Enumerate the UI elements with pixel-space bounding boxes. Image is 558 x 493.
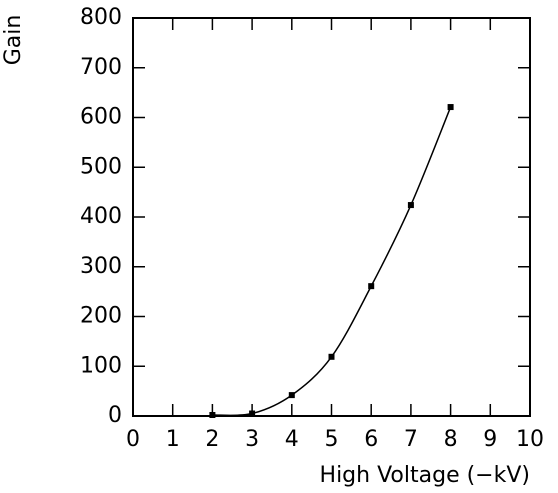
x-axis-label: High Voltage (−kV) [320, 463, 530, 488]
y-tick-label: 400 [80, 204, 122, 229]
x-tick-label: 5 [325, 427, 339, 452]
data-point [328, 353, 335, 360]
x-tick-label: 3 [245, 427, 259, 452]
data-point [368, 283, 375, 290]
data-point [447, 104, 454, 111]
y-tick-label: 300 [80, 254, 122, 279]
x-tick-label: 6 [364, 427, 378, 452]
y-tick-label: 100 [80, 353, 122, 378]
x-tick-label: 2 [205, 427, 219, 452]
x-tick-label: 10 [516, 427, 544, 452]
y-tick-label: 600 [80, 105, 122, 130]
y-tick-label: 0 [108, 403, 122, 428]
series-line [212, 106, 452, 417]
x-tick-label: 9 [483, 427, 497, 452]
x-tick-label: 1 [166, 427, 180, 452]
x-tick-label: 7 [404, 427, 418, 452]
data-point [249, 410, 256, 417]
x-tick-label: 8 [444, 427, 458, 452]
y-tick-label: 700 [80, 55, 122, 80]
x-tick-label: 4 [285, 427, 299, 452]
data-point [407, 202, 414, 209]
y-tick-label: 800 [80, 5, 122, 30]
data-point [209, 412, 216, 419]
y-tick-label: 200 [80, 304, 122, 329]
data-point [288, 392, 295, 399]
x-tick-label: 0 [126, 427, 140, 452]
y-axis-label: Gain [1, 15, 26, 66]
y-tick-label: 500 [80, 154, 122, 179]
